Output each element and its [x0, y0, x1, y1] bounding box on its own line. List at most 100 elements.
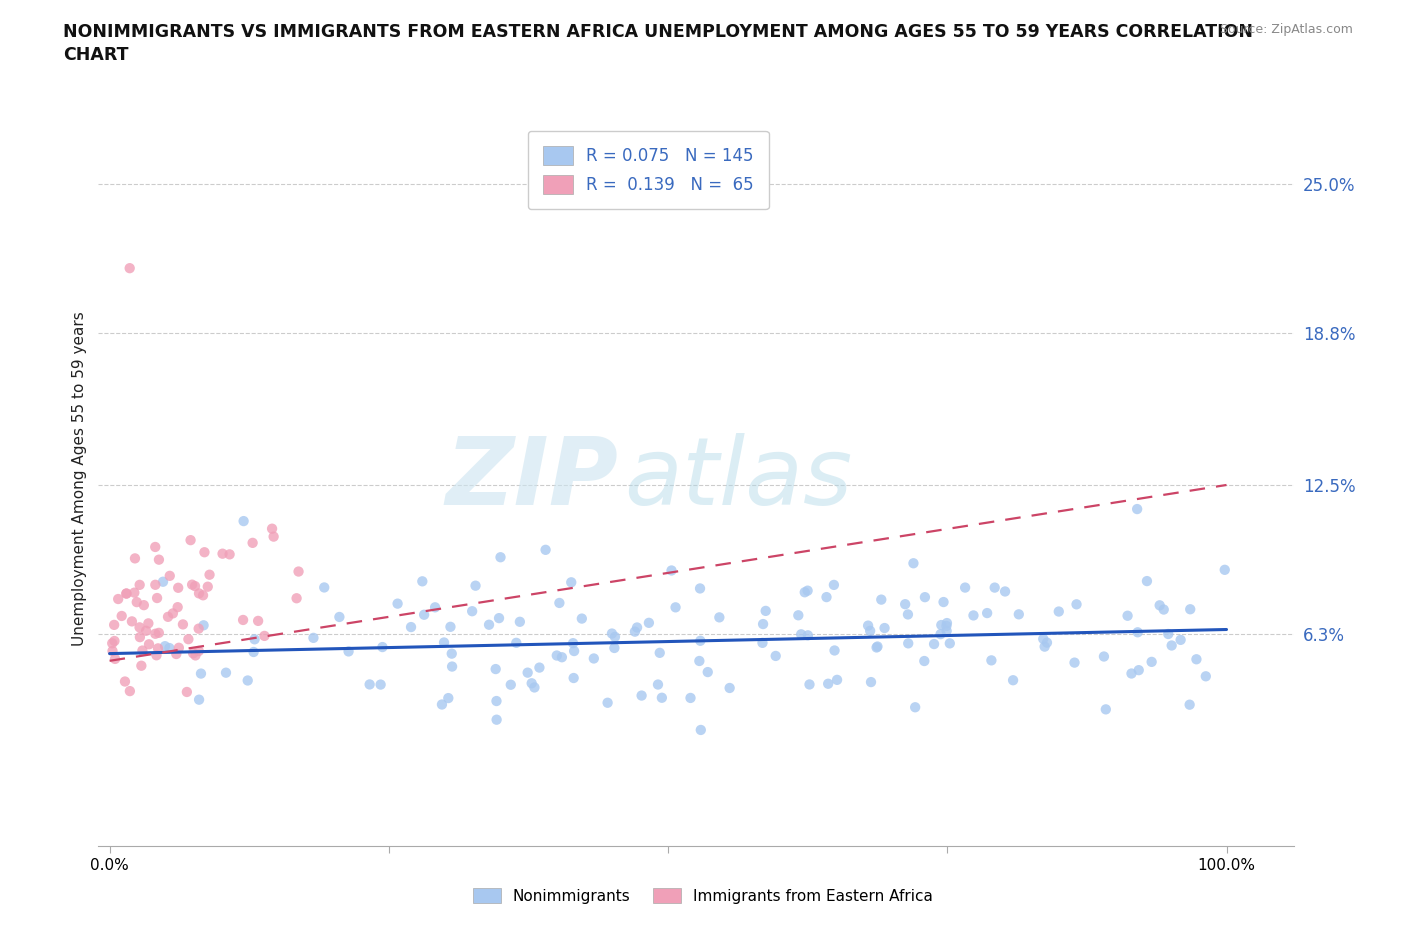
Point	[103, 618, 125, 632]
Point	[689, 723, 711, 737]
Point	[679, 690, 702, 705]
Point	[1121, 666, 1143, 681]
Point	[1126, 501, 1149, 516]
Point	[188, 586, 211, 601]
Point	[976, 605, 998, 620]
Point	[118, 260, 141, 275]
Point	[103, 633, 125, 648]
Point	[929, 618, 952, 632]
Point	[994, 584, 1017, 599]
Point	[243, 631, 266, 646]
Point	[167, 641, 190, 656]
Point	[187, 644, 209, 658]
Point	[560, 575, 582, 590]
Point	[287, 565, 309, 579]
Point	[1032, 631, 1054, 646]
Point	[897, 607, 920, 622]
Point	[551, 650, 574, 665]
Point	[115, 586, 138, 601]
Point	[441, 659, 464, 674]
Point	[1033, 639, 1056, 654]
Point	[562, 671, 585, 685]
Point	[411, 574, 433, 589]
Point	[505, 635, 527, 650]
Point	[138, 637, 160, 652]
Point	[232, 513, 254, 528]
Point	[929, 627, 952, 642]
Point	[624, 624, 647, 639]
Point	[790, 627, 813, 642]
Point	[262, 521, 284, 536]
Text: ZIP: ZIP	[446, 433, 619, 525]
Point	[626, 620, 648, 635]
Point	[664, 600, 686, 615]
Point	[866, 639, 889, 654]
Point	[184, 648, 207, 663]
Point	[904, 699, 927, 714]
Point	[1063, 655, 1085, 670]
Point	[125, 594, 148, 609]
Point	[430, 698, 453, 712]
Point	[870, 592, 893, 607]
Point	[689, 633, 711, 648]
Point	[461, 604, 484, 618]
Point	[1153, 602, 1175, 617]
Point	[101, 644, 124, 658]
Point	[787, 608, 810, 623]
Point	[647, 677, 669, 692]
Point	[218, 547, 240, 562]
Point	[689, 581, 711, 596]
Point	[825, 672, 848, 687]
Point	[980, 653, 1002, 668]
Point	[939, 636, 962, 651]
Point	[190, 666, 212, 681]
Point	[131, 644, 153, 658]
Point	[824, 643, 846, 658]
Point	[1195, 669, 1218, 684]
Point	[128, 578, 150, 592]
Point	[1149, 598, 1171, 613]
Point	[242, 644, 264, 659]
Text: CHART: CHART	[63, 46, 129, 64]
Point	[111, 608, 134, 623]
Point	[124, 585, 146, 600]
Point	[285, 591, 308, 605]
Point	[337, 644, 360, 658]
Point	[865, 640, 887, 655]
Point	[148, 625, 170, 640]
Point	[181, 645, 204, 660]
Point	[799, 677, 821, 692]
Point	[1136, 574, 1159, 589]
Point	[752, 617, 775, 631]
Point	[101, 636, 124, 651]
Point	[765, 648, 787, 663]
Point	[328, 609, 350, 624]
Point	[148, 552, 170, 567]
Point	[1036, 635, 1059, 650]
Point	[143, 539, 166, 554]
Point	[520, 676, 543, 691]
Point	[188, 692, 211, 707]
Point	[696, 665, 718, 680]
Point	[399, 619, 422, 634]
Point	[138, 616, 160, 631]
Point	[423, 600, 446, 615]
Point	[489, 550, 512, 565]
Point	[166, 600, 188, 615]
Point	[176, 684, 198, 699]
Point	[145, 648, 167, 663]
Point	[709, 610, 731, 625]
Point	[1170, 632, 1192, 647]
Point	[485, 694, 508, 709]
Point	[523, 680, 546, 695]
Point	[935, 623, 957, 638]
Point	[922, 637, 945, 652]
Point	[184, 578, 207, 593]
Point	[107, 591, 129, 606]
Point	[983, 580, 1005, 595]
Point	[534, 542, 557, 557]
Point	[859, 623, 882, 638]
Point	[302, 631, 325, 645]
Point	[157, 641, 180, 656]
Point	[562, 636, 585, 651]
